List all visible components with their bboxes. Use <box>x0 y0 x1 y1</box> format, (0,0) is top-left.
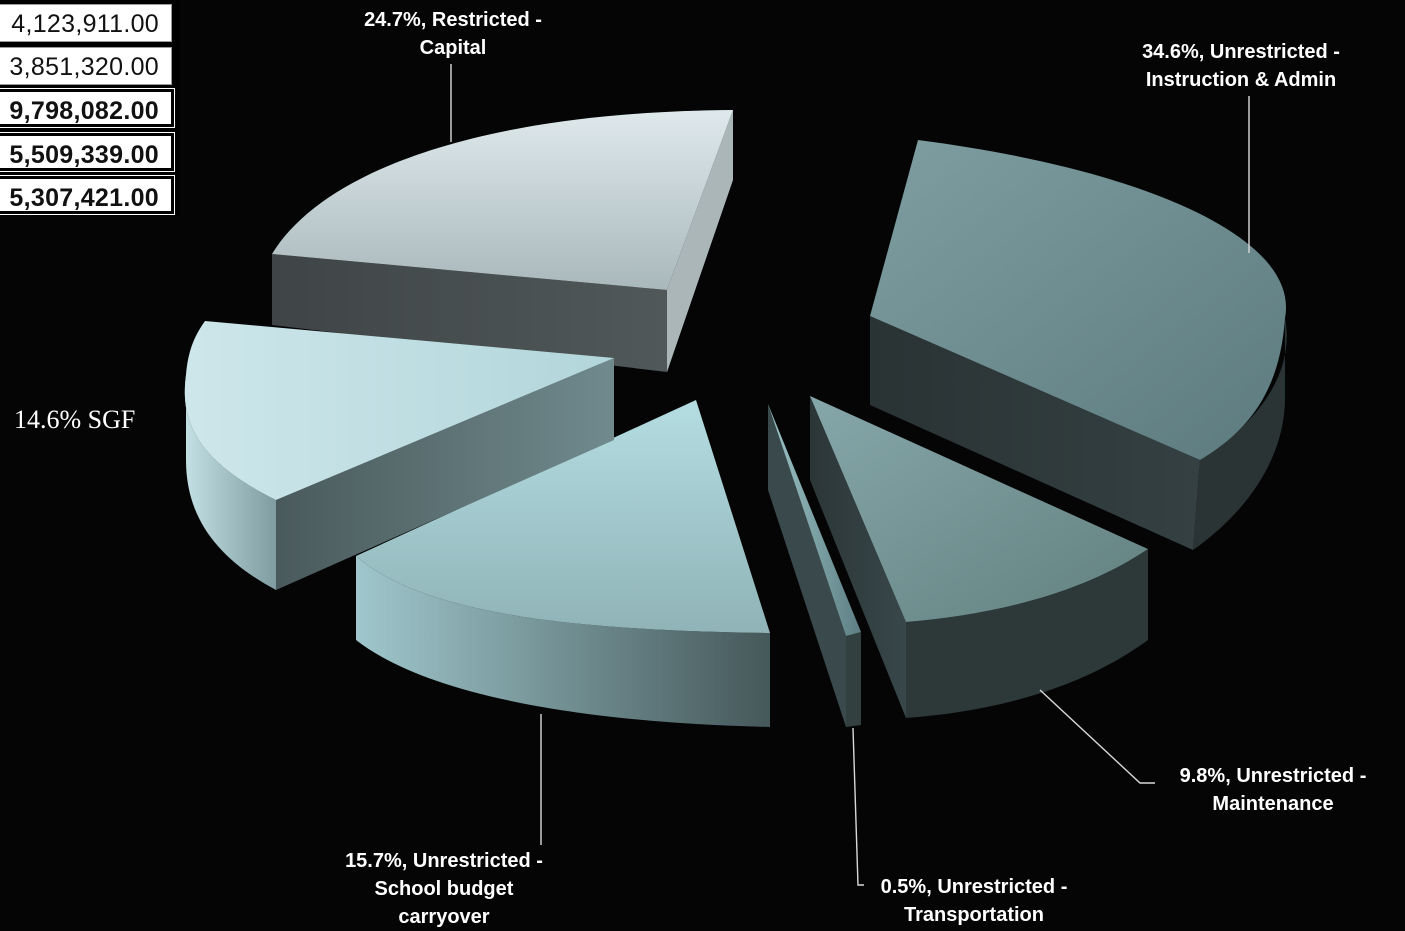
data-label-school-budget-carryover: 15.7%, Unrestricted - School budget carr… <box>345 850 543 928</box>
slice-side-face <box>667 110 733 372</box>
slice-unrestricted-instruction-admin <box>870 140 1287 550</box>
table-fragment: 4,123,911.00 3,851,320.00 9,798,082.00 5… <box>0 0 180 216</box>
slice-top-face <box>768 404 861 636</box>
leader-line-transportation <box>852 727 864 886</box>
slice-unrestricted-school-budget-carryover <box>356 400 770 727</box>
table-cell: 4,123,911.00 <box>0 4 172 42</box>
slice-top-face <box>356 400 770 633</box>
leader-line-maintenance <box>1039 689 1155 784</box>
table-cell-total: 5,509,339.00 <box>0 132 175 172</box>
slice-side-face <box>276 358 614 590</box>
slice-unrestricted-transportation <box>768 404 861 727</box>
data-label-sgf: 14.6% SGF <box>14 405 136 434</box>
slice-side-face <box>870 316 1200 550</box>
slice-side-face <box>356 556 770 727</box>
data-label-transportation: 0.5%, Unrestricted - Transportation <box>880 876 1068 926</box>
slice-sgf <box>184 321 614 590</box>
table-cell: 3,851,320.00 <box>0 47 172 85</box>
slice-side-face <box>272 254 667 372</box>
slice-restricted-capital <box>272 110 733 372</box>
table-cell-total: 5,307,421.00 <box>0 175 175 215</box>
slice-side-face <box>906 549 1148 718</box>
data-label-restricted-capital: 24.7%, Restricted - Capital <box>364 9 542 59</box>
slice-side-face <box>184 375 276 590</box>
table-cell-total: 9,798,082.00 <box>0 88 175 128</box>
slice-side-face <box>768 404 846 727</box>
data-label-maintenance: 9.8%, Unrestricted - Maintenance <box>1179 765 1367 815</box>
slice-side-face <box>1193 318 1287 550</box>
slice-top-face <box>810 396 1148 622</box>
slice-side-face <box>846 632 861 727</box>
slice-top-face <box>272 110 733 290</box>
slice-top-face <box>870 140 1287 460</box>
slice-unrestricted-maintenance <box>810 396 1148 718</box>
slice-top-face <box>184 321 614 500</box>
data-label-instruction-admin: 34.6%, Unrestricted - Instruction & Admi… <box>1142 41 1340 91</box>
slice-side-face <box>810 396 906 718</box>
